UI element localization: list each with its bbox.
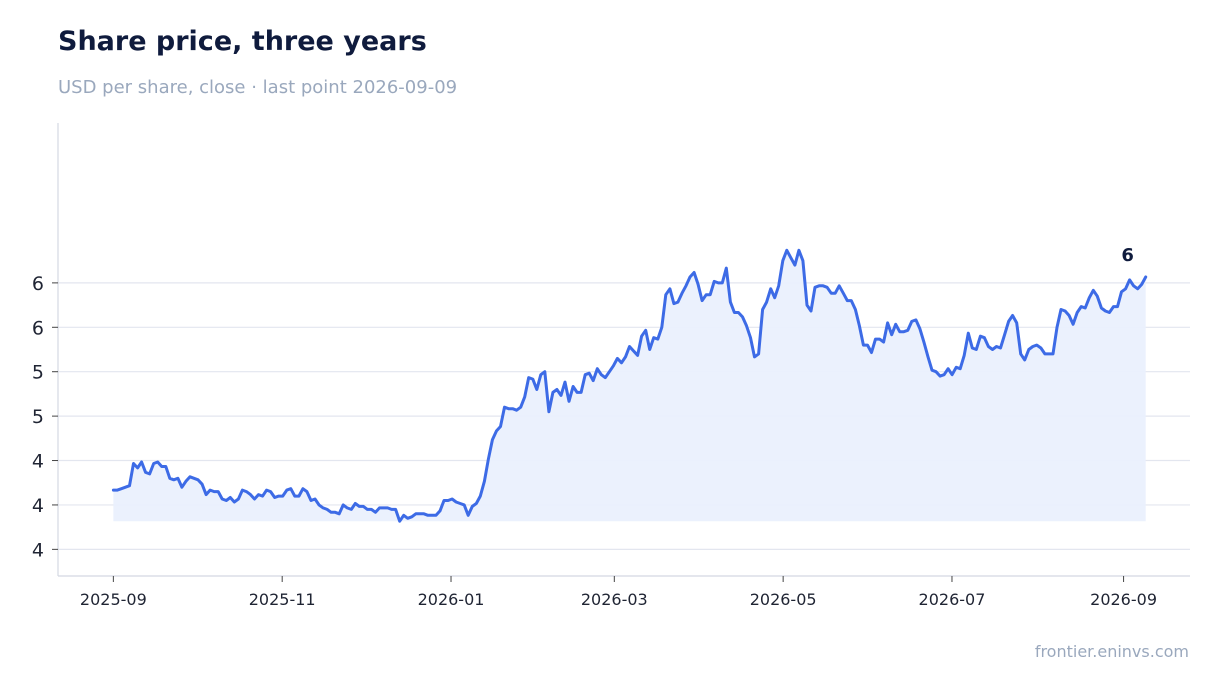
y-axis-ticks: 4 4 4 5 5 6 6 (32, 273, 58, 561)
x-tick-label: 2025-09 (80, 590, 147, 609)
price-area-fill (113, 250, 1146, 522)
price-line-series (111, 248, 1148, 523)
y-tick-label: 5 (32, 406, 44, 428)
x-tick-label: 2026-01 (418, 590, 485, 609)
y-tick-label: 5 (32, 362, 44, 384)
y-tick-label: 6 (32, 317, 44, 339)
chart-subtitle: USD per share, close · last point 2026-0… (58, 77, 458, 98)
x-axis-ticks: 2025-09 2025-11 2026-01 2026-03 2026-05 2026-… (80, 576, 1157, 609)
x-tick-label: 2026-09 (1090, 590, 1157, 609)
x-tick-label: 2026-05 (750, 590, 817, 609)
x-tick-label: 2025-11 (249, 590, 316, 609)
y-tick-label: 4 (32, 451, 44, 473)
chart-title: Share price, three years (58, 26, 427, 57)
plot-axes (57, 123, 1190, 577)
y-tick-label: 6 (32, 273, 44, 295)
y-tick-label: 4 (32, 539, 44, 561)
x-tick-label: 2026-07 (919, 590, 986, 609)
x-tick-label: 2026-03 (581, 590, 648, 609)
y-tick-label: 4 (32, 495, 44, 517)
source-credit: frontier.eninvs.com (1034, 642, 1189, 661)
last-point-label: 6 (1121, 245, 1134, 266)
